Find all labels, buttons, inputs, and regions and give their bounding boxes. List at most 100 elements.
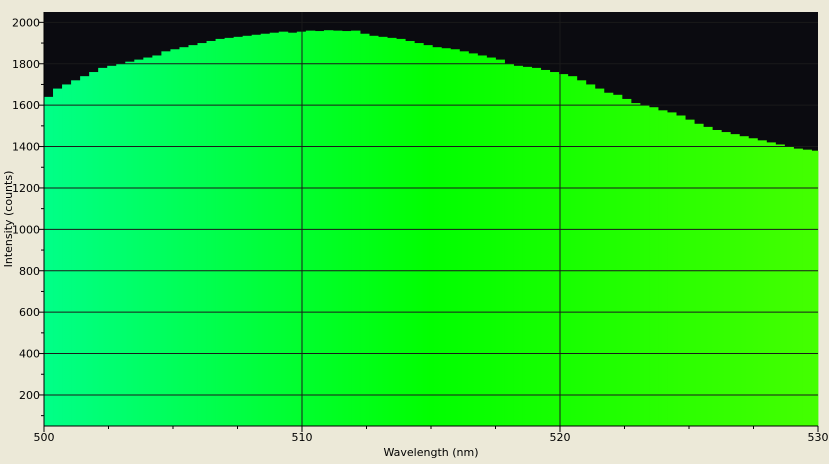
spectrum-bar xyxy=(667,112,677,427)
spectrum-bar xyxy=(188,45,198,427)
spectrum-bar xyxy=(612,94,623,427)
x-tick-label: 510 xyxy=(292,431,313,444)
spectrum-bar xyxy=(260,33,271,427)
spectrum-bar xyxy=(71,80,81,426)
spectrum-bar xyxy=(621,98,632,426)
spectrum-bar xyxy=(784,146,794,427)
spectrum-bar xyxy=(630,103,641,426)
spectrum-bar xyxy=(242,35,253,427)
spectrum-bar xyxy=(314,31,325,426)
spectrum-bar xyxy=(369,35,379,427)
spectrum-bar xyxy=(522,66,533,426)
y-axis-title: Intensity (counts) xyxy=(2,171,15,268)
spectrum-bar xyxy=(251,34,262,427)
y-tick-label: 400 xyxy=(19,348,40,361)
spectrum-bar xyxy=(80,76,90,427)
spectrum-bar xyxy=(450,49,460,426)
spectrum-bar xyxy=(757,140,767,426)
spectrum-bar xyxy=(278,31,289,426)
spectrum-bar xyxy=(98,67,108,426)
spectrum-bar xyxy=(694,123,704,426)
spectrum-bar xyxy=(423,45,433,427)
spectrum-bar xyxy=(341,31,352,426)
spectrum-bar xyxy=(89,72,99,426)
spectrum-bar xyxy=(405,40,415,426)
spectrum-bar xyxy=(305,30,316,426)
spectrum-bar xyxy=(477,55,487,426)
spectrum-bar xyxy=(170,49,180,426)
x-tick-label: 520 xyxy=(550,431,571,444)
spectrum-bar xyxy=(567,76,578,427)
spectrum-bar xyxy=(603,92,614,426)
tick-labels: 200 400 600 800 1000 1200 1400 1600 1800 2000 500 5… xyxy=(12,16,829,444)
spectrum-bar xyxy=(775,144,785,427)
spectrum-bar xyxy=(468,53,478,427)
spectrum-bar xyxy=(540,69,551,427)
y-tick-label: 1200 xyxy=(12,182,40,195)
spectrum-bar xyxy=(125,61,135,427)
x-tick-label: 530 xyxy=(808,431,829,444)
spectrum-bar xyxy=(504,63,514,426)
spectrum-bar xyxy=(224,37,235,426)
spectrum-bar xyxy=(143,57,153,426)
spectrum-bar xyxy=(495,59,505,427)
spectrum-bar xyxy=(152,55,162,426)
x-tick-label: 500 xyxy=(34,431,55,444)
y-tick-label: 200 xyxy=(19,389,40,402)
spectrum-bar xyxy=(360,33,370,427)
spectrum-bar xyxy=(802,149,812,426)
spectrum-bar xyxy=(658,110,668,426)
spectrum-bar xyxy=(459,51,469,427)
spectrum-bar xyxy=(206,40,216,426)
spectrum-bar xyxy=(558,74,569,426)
spectrum-bar xyxy=(639,105,650,427)
spectrum-bar xyxy=(387,37,397,426)
spectrum-bar xyxy=(441,48,451,426)
spectrum-bar xyxy=(585,84,596,426)
spectrum-bar xyxy=(531,67,542,426)
axes xyxy=(39,12,819,432)
spectrum-bar xyxy=(215,38,225,426)
spectrum-bar xyxy=(44,96,54,427)
spectrum-bar xyxy=(811,150,819,426)
spectrum-bar xyxy=(748,138,758,426)
spectrum-bar xyxy=(549,72,560,426)
y-tick-label: 1000 xyxy=(12,223,40,236)
spectrum-bar xyxy=(179,47,189,426)
spectrum-bar xyxy=(62,84,72,426)
spectrum-bar xyxy=(712,129,722,427)
spectrum-bar xyxy=(107,65,117,426)
y-tick-label: 2000 xyxy=(12,16,40,29)
y-tick-label: 1400 xyxy=(12,141,40,154)
spectrum-bar xyxy=(432,47,442,426)
y-tick-label: 800 xyxy=(19,265,40,278)
spectrum-bar xyxy=(134,59,144,427)
spectrum-bar xyxy=(396,38,406,426)
spectrum-bar xyxy=(332,30,343,426)
spectrum-bar xyxy=(161,51,171,427)
spectrum-bar xyxy=(766,142,776,426)
spectrum-bar xyxy=(233,36,244,427)
spectrum-bar xyxy=(197,43,207,427)
grid-lines xyxy=(44,12,818,426)
spectrum-bar xyxy=(576,80,587,426)
spectrum-bar xyxy=(53,88,63,426)
spectrum-bar xyxy=(513,65,523,426)
spectrum-bar xyxy=(486,57,496,426)
y-tick-label: 1800 xyxy=(12,58,40,71)
spectrum-bar xyxy=(703,126,713,426)
spectrum-bar xyxy=(730,134,740,426)
spectrum-bar xyxy=(793,148,803,426)
spectrum-bar xyxy=(739,136,749,426)
spectrum-bar xyxy=(116,63,126,426)
spectrum-bar xyxy=(378,36,388,427)
spectrum-bar xyxy=(685,119,695,426)
spectrum-bar xyxy=(351,30,361,426)
y-tick-label: 1600 xyxy=(12,99,40,112)
y-tick-label: 600 xyxy=(19,306,40,319)
spectrum-bar xyxy=(649,107,659,426)
spectrum-bar xyxy=(323,30,334,426)
spectrum-bar xyxy=(594,88,605,426)
